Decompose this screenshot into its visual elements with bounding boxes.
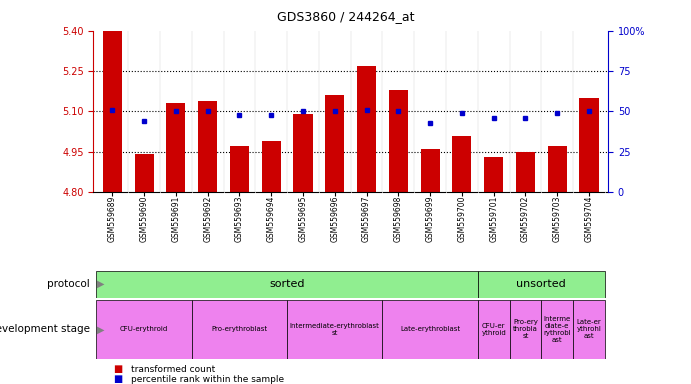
Bar — [357, 66, 376, 192]
Bar — [97, 300, 192, 359]
Bar — [516, 152, 535, 192]
Bar — [477, 271, 605, 298]
Text: ▶: ▶ — [97, 279, 104, 289]
Text: ▶: ▶ — [97, 324, 104, 334]
Text: Late-er
ythrohl
ast: Late-er ythrohl ast — [576, 319, 601, 339]
Bar — [325, 95, 344, 192]
Text: GSM559692: GSM559692 — [203, 195, 212, 242]
Bar — [477, 300, 509, 359]
Text: transformed count: transformed count — [131, 365, 216, 374]
Text: Pro-erythroblast: Pro-erythroblast — [211, 326, 267, 332]
Bar — [541, 300, 573, 359]
Text: Pro-ery
throbla
st: Pro-ery throbla st — [513, 319, 538, 339]
Text: ■: ■ — [114, 364, 126, 374]
Bar — [97, 271, 477, 298]
Bar — [230, 146, 249, 192]
Text: protocol: protocol — [47, 279, 90, 289]
Text: GSM559697: GSM559697 — [362, 195, 371, 242]
Text: Interme
diate-e
rythrobl
ast: Interme diate-e rythrobl ast — [543, 316, 571, 343]
Bar — [382, 300, 477, 359]
Bar — [192, 300, 287, 359]
Bar — [421, 149, 439, 192]
Text: GDS3860 / 244264_at: GDS3860 / 244264_at — [277, 10, 414, 23]
Text: CFU-erythroid: CFU-erythroid — [120, 326, 168, 332]
Bar — [287, 300, 382, 359]
Text: percentile rank within the sample: percentile rank within the sample — [131, 375, 285, 384]
Text: GSM559696: GSM559696 — [330, 195, 339, 242]
Text: GSM559703: GSM559703 — [553, 195, 562, 242]
Bar — [135, 154, 153, 192]
Text: Late-erythroblast: Late-erythroblast — [400, 326, 460, 332]
Text: GSM559690: GSM559690 — [140, 195, 149, 242]
Text: GSM559694: GSM559694 — [267, 195, 276, 242]
Bar — [198, 101, 217, 192]
Text: GSM559702: GSM559702 — [521, 195, 530, 242]
Text: GSM559699: GSM559699 — [426, 195, 435, 242]
Text: GSM559700: GSM559700 — [457, 195, 466, 242]
Bar — [453, 136, 471, 192]
Text: unsorted: unsorted — [516, 279, 566, 289]
Text: CFU-er
ythroid: CFU-er ythroid — [482, 323, 506, 336]
Text: sorted: sorted — [269, 279, 305, 289]
Bar — [509, 300, 541, 359]
Text: GSM559693: GSM559693 — [235, 195, 244, 242]
Text: ■: ■ — [114, 374, 126, 384]
Bar — [294, 114, 312, 192]
Bar — [548, 146, 567, 192]
Bar — [167, 103, 185, 192]
Bar — [573, 300, 605, 359]
Text: GSM559689: GSM559689 — [108, 195, 117, 242]
Bar — [580, 98, 598, 192]
Text: Intermediate-erythroblast
st: Intermediate-erythroblast st — [290, 323, 380, 336]
Bar — [389, 90, 408, 192]
Text: GSM559698: GSM559698 — [394, 195, 403, 242]
Text: GSM559691: GSM559691 — [171, 195, 180, 242]
Text: GSM559701: GSM559701 — [489, 195, 498, 242]
Bar — [103, 31, 122, 192]
Text: development stage: development stage — [0, 324, 90, 334]
Text: GSM559704: GSM559704 — [585, 195, 594, 242]
Bar — [484, 157, 503, 192]
Text: GSM559695: GSM559695 — [299, 195, 307, 242]
Bar — [262, 141, 281, 192]
